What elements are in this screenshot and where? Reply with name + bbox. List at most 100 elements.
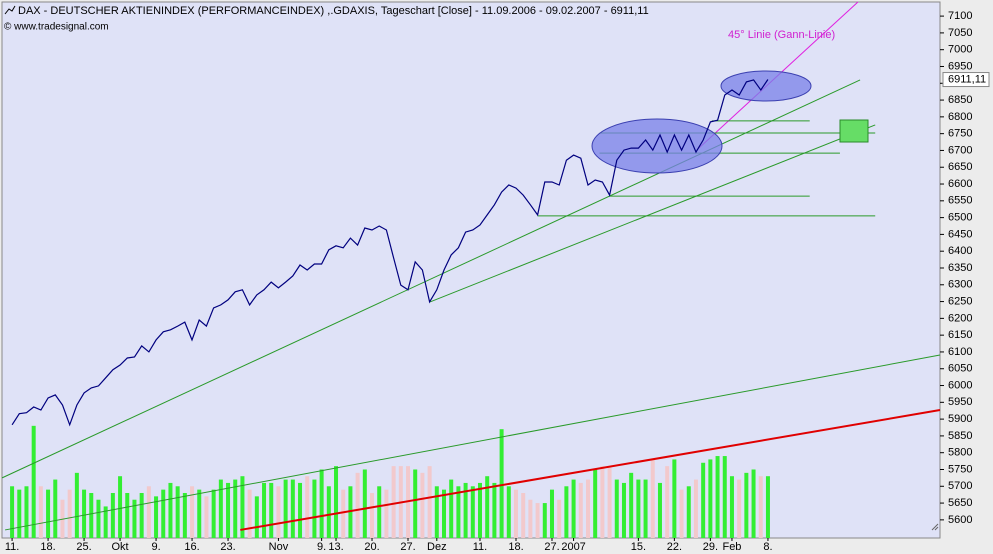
x-tick-label: 9. xyxy=(151,541,160,553)
x-tick-label: 9. xyxy=(317,541,326,553)
volume-bar xyxy=(600,466,605,538)
volume-bar xyxy=(24,486,29,538)
volume-bar xyxy=(578,482,583,538)
y-tick-label: 6000 xyxy=(948,379,972,391)
x-tick-label: 8. xyxy=(763,541,772,553)
volume-bar xyxy=(305,476,310,538)
volume-bar xyxy=(492,482,497,538)
chart-title: DAX - DEUTSCHER AKTIENINDEX (PERFORMANCE… xyxy=(18,5,649,17)
x-tick-label: Nov xyxy=(269,541,289,553)
volume-bar xyxy=(521,492,526,538)
volume-bar xyxy=(283,479,288,538)
volume-bar xyxy=(334,466,339,538)
volume-bar xyxy=(17,489,22,538)
y-tick-label: 6150 xyxy=(948,329,972,341)
volume-bar xyxy=(607,466,612,538)
y-tick-label: 6800 xyxy=(948,111,972,123)
volume-bar xyxy=(427,466,432,538)
y-tick-label: 5900 xyxy=(948,413,972,425)
last-price-box xyxy=(942,72,990,88)
volume-bar xyxy=(614,479,619,538)
y-tick-label: 6300 xyxy=(948,279,972,291)
target-box xyxy=(839,119,869,143)
resize-grip xyxy=(931,523,939,531)
trend-line xyxy=(240,409,941,531)
x-tick-label: Okt xyxy=(111,541,128,553)
highlight-ellipse xyxy=(591,118,723,174)
volume-bar xyxy=(557,499,562,538)
x-tick-label: 27. xyxy=(544,541,559,553)
volume-bar xyxy=(233,479,238,538)
volume-bar xyxy=(715,456,720,538)
volume-bar xyxy=(442,489,447,538)
volume-bar xyxy=(254,496,259,538)
volume-bar xyxy=(290,479,295,538)
volume-bar xyxy=(139,492,144,538)
y-tick-label: 6550 xyxy=(948,195,972,207)
y-tick-label: 5700 xyxy=(948,480,972,492)
x-tick-label: Dez xyxy=(427,541,447,553)
volume-bar xyxy=(744,472,749,538)
y-tick-label: 7050 xyxy=(948,27,972,39)
volume-bar xyxy=(182,492,187,538)
trend-line xyxy=(429,124,876,303)
trend-line xyxy=(5,354,941,531)
volume-bar xyxy=(463,482,468,538)
volume-bar xyxy=(585,479,590,538)
volume-bar xyxy=(118,476,123,538)
volume-bar xyxy=(420,472,425,538)
volume-bar xyxy=(218,479,223,538)
volume-bar xyxy=(571,479,576,538)
y-tick-label: 5850 xyxy=(948,430,972,442)
volume-bar xyxy=(298,482,303,538)
y-tick-label: 6250 xyxy=(948,295,972,307)
volume-bar xyxy=(679,489,684,538)
volume-bar xyxy=(175,486,180,538)
highlight-ellipse xyxy=(720,70,812,102)
volume-bar xyxy=(370,492,375,538)
volume-bar xyxy=(197,489,202,538)
volume-bar xyxy=(125,492,130,538)
volume-bar xyxy=(528,499,533,538)
volume-bar xyxy=(391,466,396,538)
volume-bar xyxy=(377,486,382,538)
x-tick-label: 15. xyxy=(631,541,646,553)
volume-bar xyxy=(74,472,79,538)
y-tick-label: 6350 xyxy=(948,262,972,274)
volume-bar xyxy=(341,489,346,538)
volume-layer xyxy=(10,425,770,538)
volume-bar xyxy=(765,476,770,538)
volume-bar xyxy=(132,499,137,538)
volume-bar xyxy=(326,486,331,538)
volume-bar xyxy=(564,486,569,538)
price-line xyxy=(11,79,769,427)
volume-bar xyxy=(629,472,634,538)
y-tick-label: 7100 xyxy=(948,10,972,22)
volume-bar xyxy=(621,482,626,538)
volume-bar xyxy=(506,486,511,538)
volume-bar xyxy=(247,489,252,538)
volume-bar xyxy=(312,479,317,538)
volume-bar xyxy=(240,476,245,538)
volume-bar xyxy=(319,469,324,538)
chart-subtitle: © www.tradesignal.com xyxy=(4,22,109,33)
volume-bar xyxy=(38,486,43,538)
volume-bar xyxy=(650,459,655,538)
volume-bar xyxy=(262,482,267,538)
volume-bar xyxy=(449,479,454,538)
volume-bar xyxy=(89,492,94,538)
volume-bar xyxy=(477,482,482,538)
volume-bar xyxy=(53,479,58,538)
volume-bar xyxy=(593,469,598,538)
y-tick-label: 6200 xyxy=(948,312,972,324)
volume-bar xyxy=(413,469,418,538)
y-tick-label: 6050 xyxy=(948,363,972,375)
volume-bar xyxy=(226,482,231,538)
y-tick-label: 6450 xyxy=(948,228,972,240)
y-tick-label: 6600 xyxy=(948,178,972,190)
x-tick-label: 23. xyxy=(220,541,235,553)
y-tick-label: 5650 xyxy=(948,497,972,509)
x-tick-label: Feb xyxy=(722,541,741,553)
volume-bar xyxy=(146,486,151,538)
